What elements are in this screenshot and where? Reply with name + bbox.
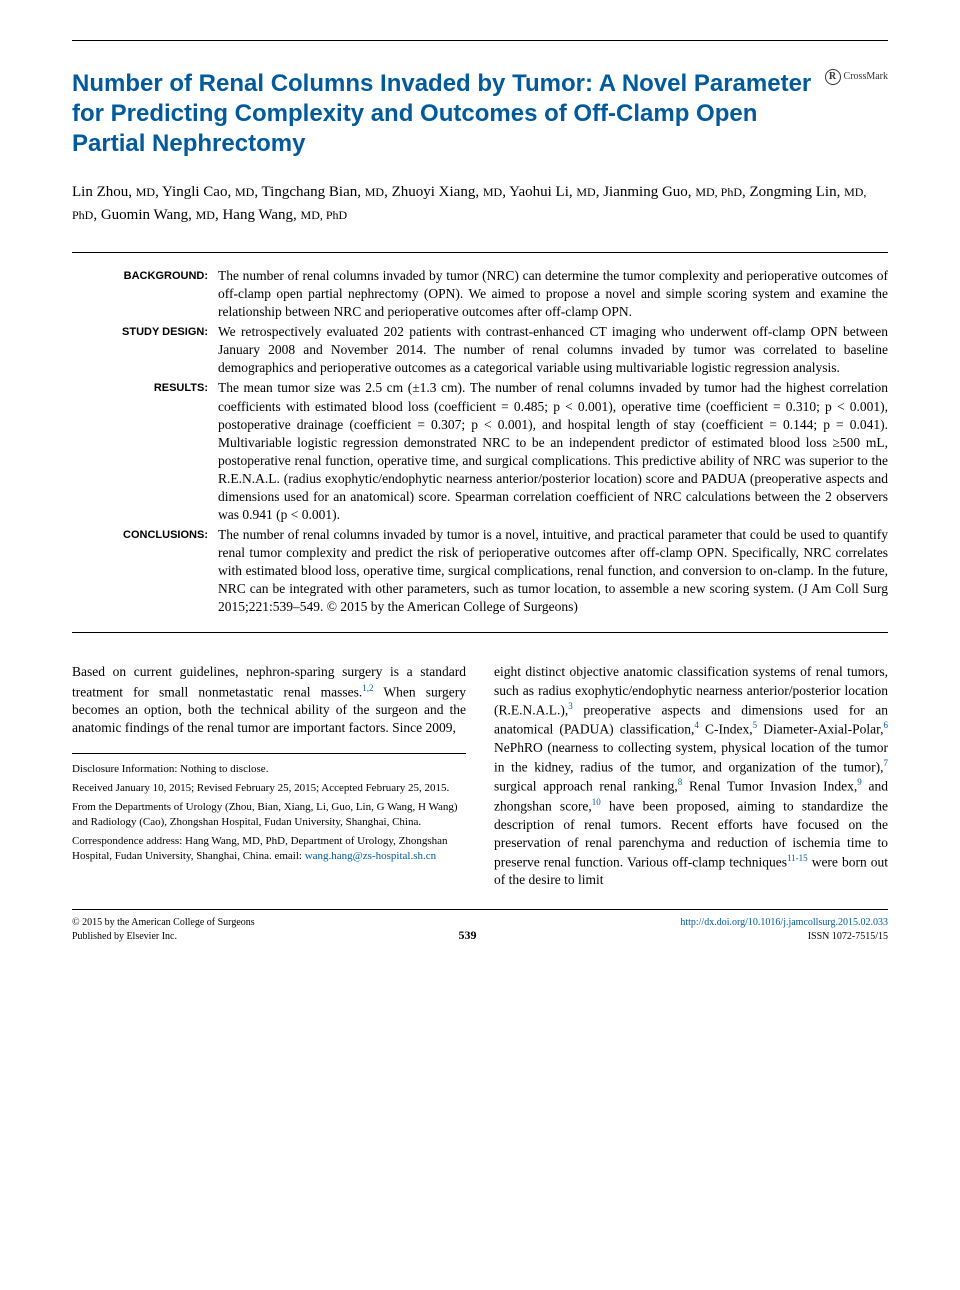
publisher-line: Published by Elsevier Inc. bbox=[72, 930, 255, 944]
body-paragraph: eight distinct objective anatomic classi… bbox=[494, 663, 888, 889]
author-list: Lin Zhou, MD, Yingli Cao, MD, Tingchang … bbox=[72, 181, 888, 226]
left-column: Based on current guidelines, nephron-spa… bbox=[72, 663, 466, 889]
correspondence-line: Correspondence address: Hang Wang, MD, P… bbox=[72, 834, 466, 864]
disclosure-block: Disclosure Information: Nothing to discl… bbox=[72, 753, 466, 863]
page-footer: © 2015 by the American College of Surgeo… bbox=[72, 909, 888, 943]
abstract-label: RESULTS: bbox=[100, 379, 218, 524]
abstract-row: STUDY DESIGN: We retrospectively evaluat… bbox=[100, 323, 888, 377]
right-column: eight distinct objective anatomic classi… bbox=[494, 663, 888, 889]
copyright-line: © 2015 by the American College of Surgeo… bbox=[72, 916, 255, 930]
abstract-text: The number of renal columns invaded by t… bbox=[218, 267, 888, 321]
abstract-label: BACKGROUND: bbox=[100, 267, 218, 321]
title-block: Number of Renal Columns Invaded by Tumor… bbox=[72, 69, 888, 159]
body-paragraph: Based on current guidelines, nephron-spa… bbox=[72, 663, 466, 737]
crossmark-icon: R bbox=[825, 69, 841, 85]
abstract-label: STUDY DESIGN: bbox=[100, 323, 218, 377]
doi-link[interactable]: http://dx.doi.org/10.1016/j.jamcollsurg.… bbox=[680, 916, 888, 930]
article-title: Number of Renal Columns Invaded by Tumor… bbox=[72, 69, 812, 159]
disclosure-line: Received January 10, 2015; Revised Febru… bbox=[72, 781, 466, 796]
body-columns: Based on current guidelines, nephron-spa… bbox=[72, 663, 888, 889]
email-link[interactable]: wang.hang@zs-hospital.sh.cn bbox=[305, 850, 436, 862]
disclosure-line: Disclosure Information: Nothing to discl… bbox=[72, 762, 466, 777]
abstract-row: BACKGROUND: The number of renal columns … bbox=[100, 267, 888, 321]
abstract-row: CONCLUSIONS: The number of renal columns… bbox=[100, 526, 888, 616]
page: Number of Renal Columns Invaded by Tumor… bbox=[0, 0, 960, 973]
abstract-row: RESULTS: The mean tumor size was 2.5 cm … bbox=[100, 379, 888, 524]
abstract-text: We retrospectively evaluated 202 patient… bbox=[218, 323, 888, 377]
issn-line: ISSN 1072-7515/15 bbox=[680, 930, 888, 944]
abstract-text: The mean tumor size was 2.5 cm (±1.3 cm)… bbox=[218, 379, 888, 524]
abstract-label: CONCLUSIONS: bbox=[100, 526, 218, 616]
abstract-box: BACKGROUND: The number of renal columns … bbox=[72, 252, 888, 633]
abstract-text: The number of renal columns invaded by t… bbox=[218, 526, 888, 616]
top-rule bbox=[72, 40, 888, 41]
crossmark-label: CrossMark bbox=[844, 70, 888, 84]
footer-left: © 2015 by the American College of Surgeo… bbox=[72, 916, 255, 943]
disclosure-line: From the Departments of Urology (Zhou, B… bbox=[72, 800, 466, 830]
page-number: 539 bbox=[255, 927, 681, 943]
footer-right: http://dx.doi.org/10.1016/j.jamcollsurg.… bbox=[680, 916, 888, 943]
crossmark-badge[interactable]: R CrossMark bbox=[825, 69, 888, 85]
